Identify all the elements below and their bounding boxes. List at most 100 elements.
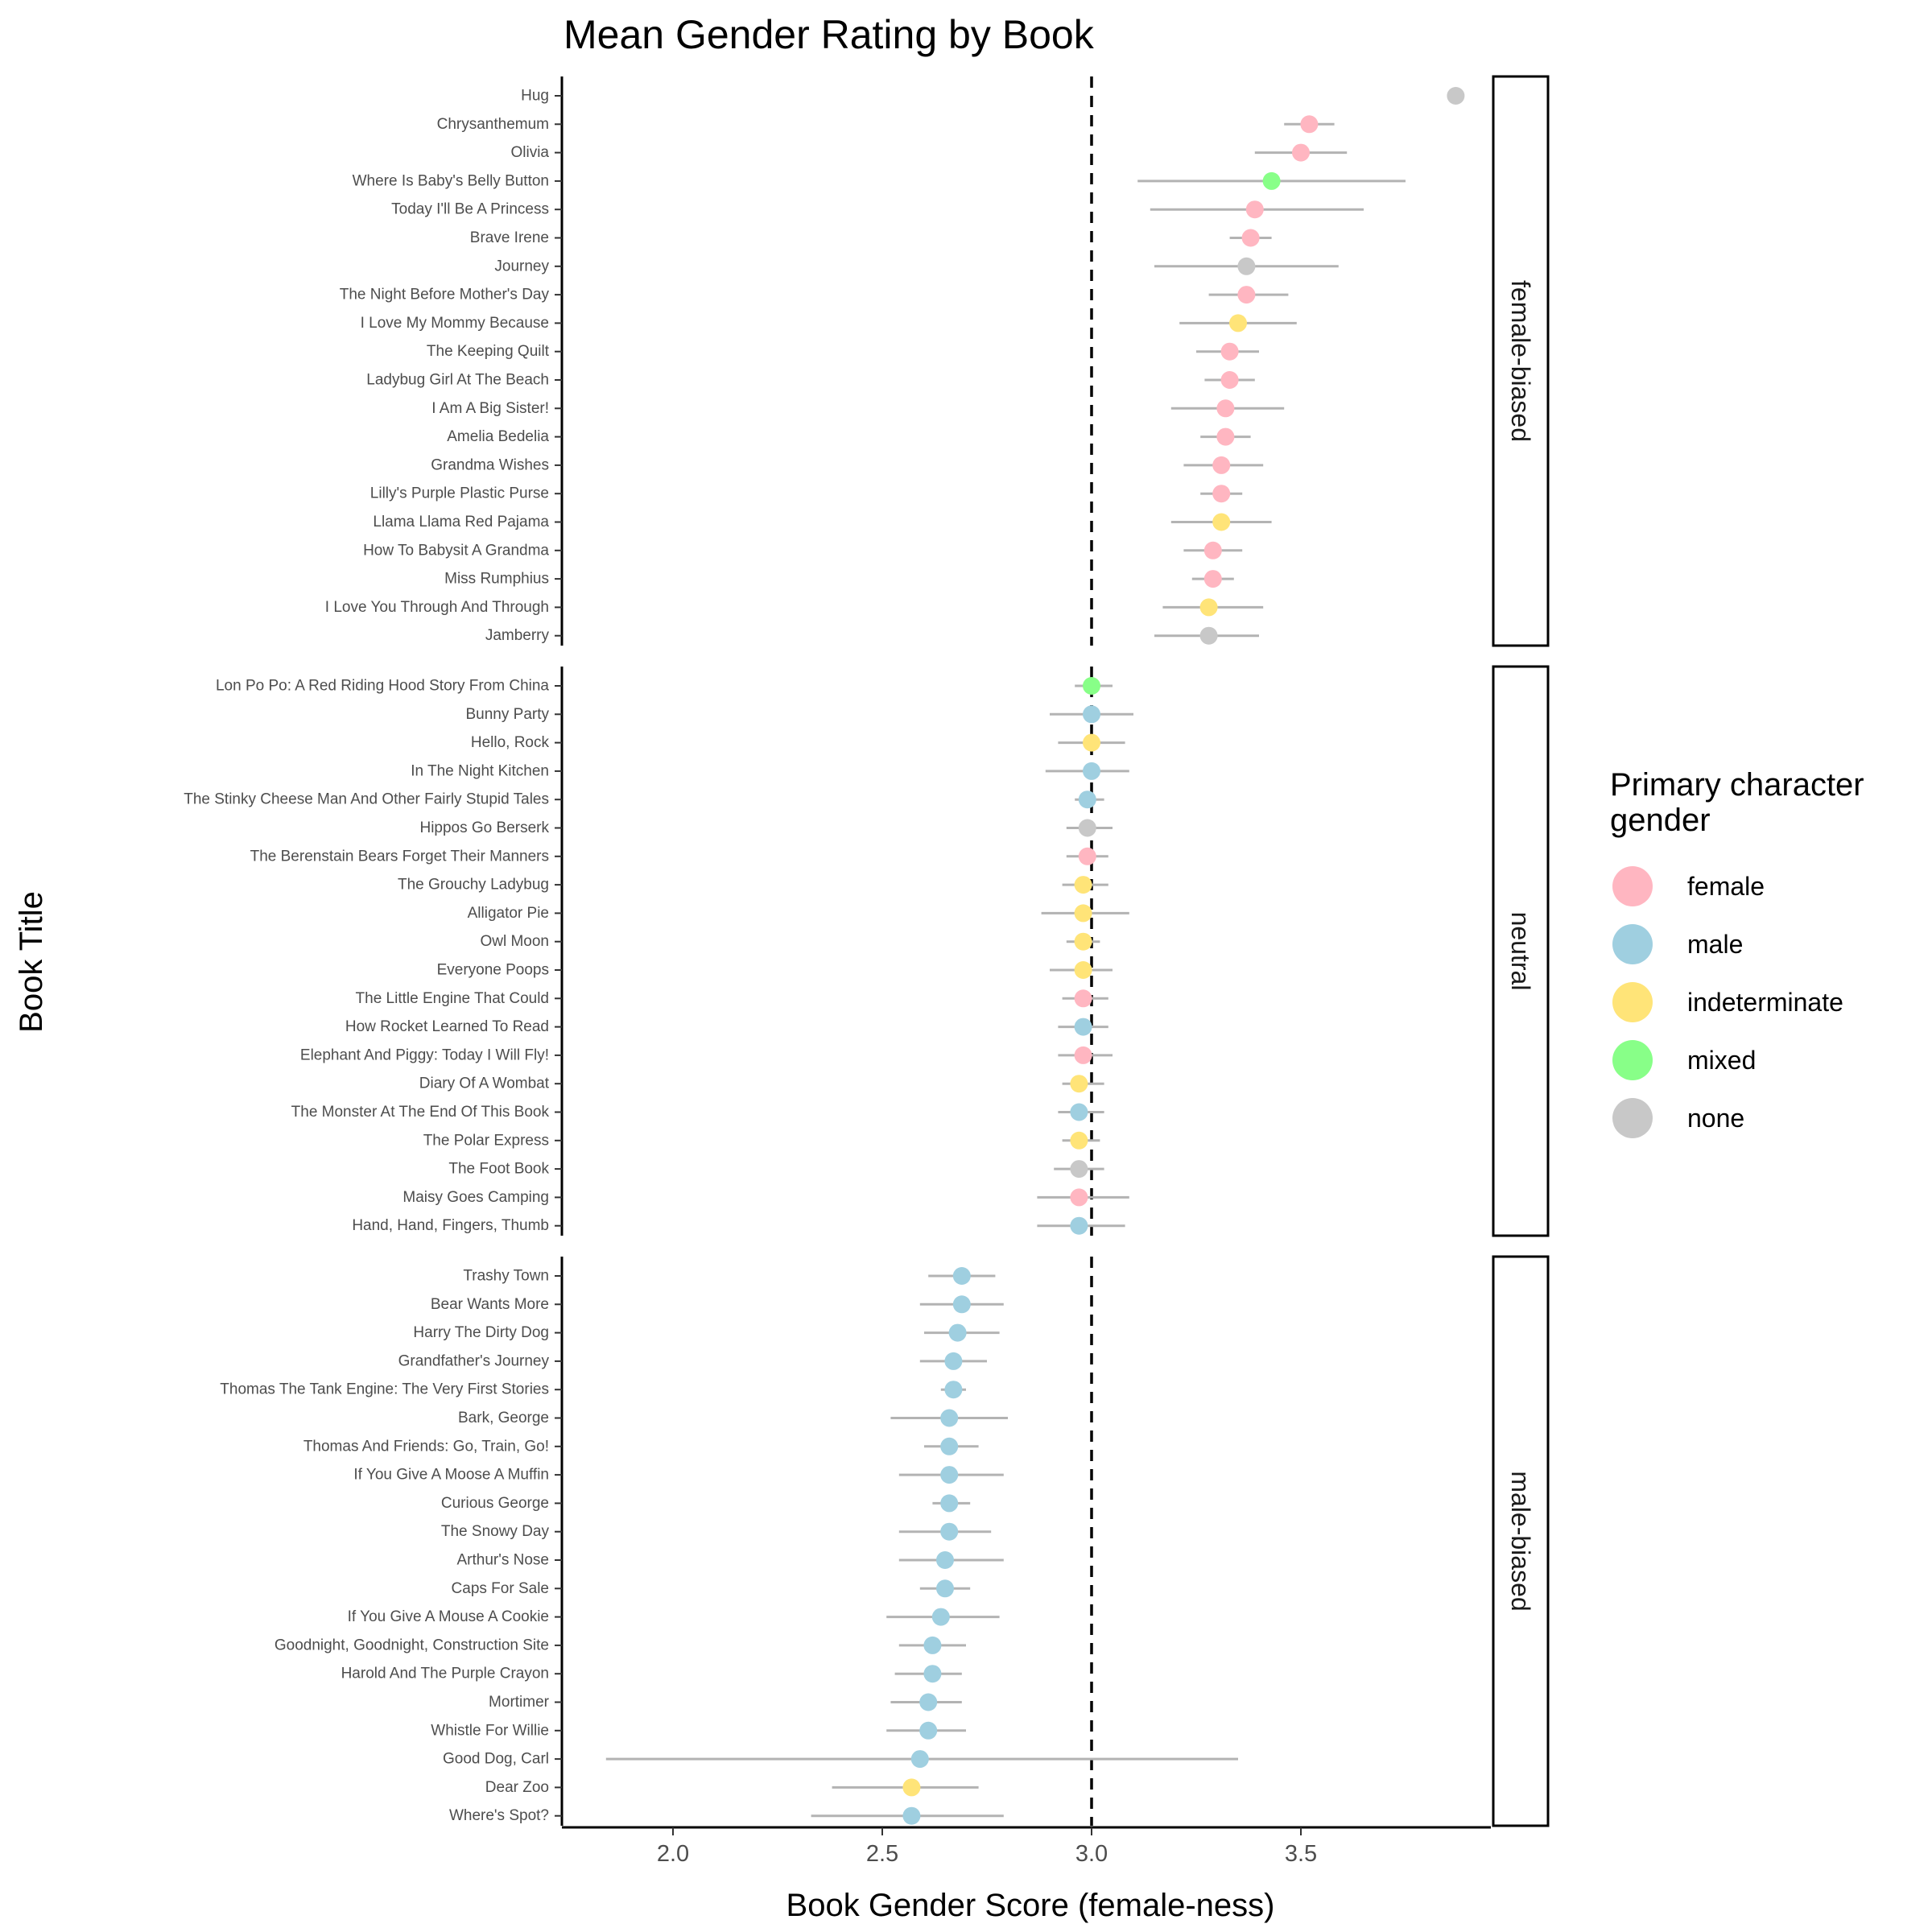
- data-point: [1070, 1075, 1088, 1093]
- book-row: Brave Irene: [470, 229, 1272, 247]
- book-row: Journey: [494, 257, 1339, 275]
- book-title-label: The Night Before Mother's Day: [340, 287, 550, 303]
- book-row: Thomas The Tank Engine: The Very First S…: [220, 1381, 966, 1399]
- data-point: [1199, 626, 1218, 645]
- book-title-label: If You Give A Moose A Muffin: [353, 1467, 549, 1484]
- book-row: Arthur's Nose: [456, 1551, 1004, 1569]
- data-point: [1070, 1216, 1088, 1235]
- book-title-label: Bark, George: [458, 1410, 549, 1426]
- legend-swatch: [1612, 1098, 1653, 1138]
- y-axis-title: Book Title: [14, 891, 49, 1033]
- facet-strip-label: neutral: [1506, 912, 1535, 991]
- book-title-label: Where's Spot?: [449, 1807, 549, 1824]
- book-row: I Love My Mommy Because: [361, 314, 1297, 332]
- book-row: The Little Engine That Could: [356, 989, 1108, 1008]
- x-tick-label: 2.5: [866, 1841, 898, 1867]
- data-point: [940, 1437, 959, 1455]
- book-title-label: Olivia: [510, 144, 549, 161]
- book-title-label: Harry The Dirty Dog: [413, 1324, 549, 1341]
- book-title-label: Arthur's Nose: [456, 1552, 549, 1569]
- book-row: Amelia Bedelia: [447, 427, 1251, 446]
- data-point: [1220, 371, 1239, 389]
- book-row: Maisy Goes Camping: [402, 1188, 1129, 1207]
- book-title-label: The Berenstain Bears Forget Their Manner…: [250, 848, 549, 865]
- book-title-label: Where Is Baby's Belly Button: [353, 172, 549, 189]
- panel-female-biased: female-biased Hug Chrysanthemum Olivia Where…: [325, 75, 1550, 647]
- data-point: [1083, 733, 1100, 752]
- book-title-label: Grandma Wishes: [431, 456, 549, 473]
- book-title-label: Alligator Pie: [468, 905, 549, 922]
- book-title-label: The Stinky Cheese Man And Other Fairly S…: [184, 791, 549, 808]
- book-row: The Berenstain Bears Forget Their Manner…: [250, 847, 1108, 865]
- book-row: Curious George: [441, 1494, 971, 1513]
- data-point: [936, 1579, 954, 1598]
- legend-item-mixed: mixed: [1612, 1040, 1756, 1080]
- book-title-label: Hello, Rock: [471, 734, 550, 751]
- book-row: The Grouchy Ladybug: [398, 876, 1108, 894]
- data-point: [1074, 904, 1092, 923]
- book-title-label: If You Give A Mouse A Cookie: [348, 1608, 549, 1625]
- legend-label: male: [1687, 930, 1743, 959]
- panel-neutral: neutral Lon Po Po: A Red Riding Hood Stor…: [184, 665, 1550, 1237]
- data-point: [1245, 200, 1264, 219]
- book-row: Good Dog, Carl: [443, 1750, 1238, 1769]
- book-row: The Snowy Day: [441, 1522, 992, 1541]
- data-point: [931, 1608, 950, 1626]
- data-point: [940, 1522, 959, 1541]
- book-title-label: Hug: [521, 88, 549, 105]
- book-title-label: Bunny Party: [466, 706, 550, 723]
- data-point: [1074, 876, 1092, 894]
- data-point: [1074, 1046, 1092, 1064]
- book-title-label: Whistle For Willie: [431, 1722, 549, 1739]
- legend-label: none: [1687, 1104, 1744, 1133]
- book-title-label: Elephant And Piggy: Today I Will Fly!: [300, 1046, 549, 1063]
- data-point: [1203, 570, 1222, 588]
- book-title-label: How Rocket Learned To Read: [345, 1018, 549, 1035]
- data-point: [1229, 314, 1247, 332]
- data-point: [1216, 399, 1235, 418]
- book-row: Chrysanthemum: [437, 115, 1335, 134]
- data-point: [1074, 1018, 1092, 1036]
- book-row: The Foot Book: [448, 1160, 1104, 1179]
- data-point: [1074, 961, 1092, 979]
- data-point: [1203, 541, 1222, 559]
- data-point: [940, 1409, 959, 1427]
- data-point: [1078, 819, 1096, 837]
- book-title-label: The Polar Express: [423, 1132, 549, 1149]
- book-title-label: Lon Po Po: A Red Riding Hood Story From …: [216, 678, 549, 695]
- facet-strip-label: female-biased: [1506, 280, 1535, 442]
- book-row: Olivia: [510, 143, 1348, 162]
- legend-items: female male indeterminate mixed none: [1612, 866, 1843, 1138]
- data-point: [1070, 1131, 1088, 1150]
- book-row: Where Is Baby's Belly Button: [353, 171, 1406, 190]
- data-point: [919, 1693, 938, 1711]
- book-title-label: Caps For Sale: [452, 1580, 549, 1597]
- book-row: Thomas And Friends: Go, Train, Go!: [303, 1437, 979, 1455]
- book-row: Llama Llama Red Pajama: [373, 513, 1272, 531]
- book-row: Lon Po Po: A Red Riding Hood Story From …: [216, 677, 1113, 695]
- data-point: [944, 1352, 963, 1370]
- x-tick-label: 3.5: [1285, 1841, 1317, 1867]
- data-point: [1083, 762, 1100, 780]
- data-point: [1078, 847, 1096, 865]
- book-row: The Polar Express: [423, 1131, 1100, 1150]
- data-point: [1070, 1103, 1088, 1121]
- book-title-label: Everyone Poops: [437, 962, 549, 979]
- book-row: Trashy Town: [463, 1267, 996, 1285]
- book-row: Goodnight, Goodnight, Construction Site: [275, 1636, 966, 1654]
- legend-swatch: [1612, 1040, 1653, 1080]
- data-point: [1070, 1160, 1088, 1179]
- book-title-label: Diary Of A Wombat: [419, 1075, 550, 1092]
- book-row: Grandfather's Journey: [398, 1352, 987, 1370]
- book-title-label: I Am A Big Sister!: [431, 400, 549, 417]
- x-axis-title: Book Gender Score (female-ness): [786, 1888, 1275, 1923]
- book-row: Owl Moon: [480, 932, 1100, 951]
- data-point: [936, 1551, 954, 1569]
- book-row: Lilly's Purple Plastic Purse: [370, 485, 1243, 503]
- book-title-label: Ladybug Girl At The Beach: [366, 372, 549, 389]
- data-point: [952, 1295, 971, 1314]
- book-row: How To Babysit A Grandma: [363, 541, 1243, 559]
- legend: Primary character gender female male indet…: [1610, 767, 1864, 1138]
- book-title-label: Curious George: [441, 1495, 549, 1512]
- book-row: Harry The Dirty Dog: [413, 1323, 1000, 1342]
